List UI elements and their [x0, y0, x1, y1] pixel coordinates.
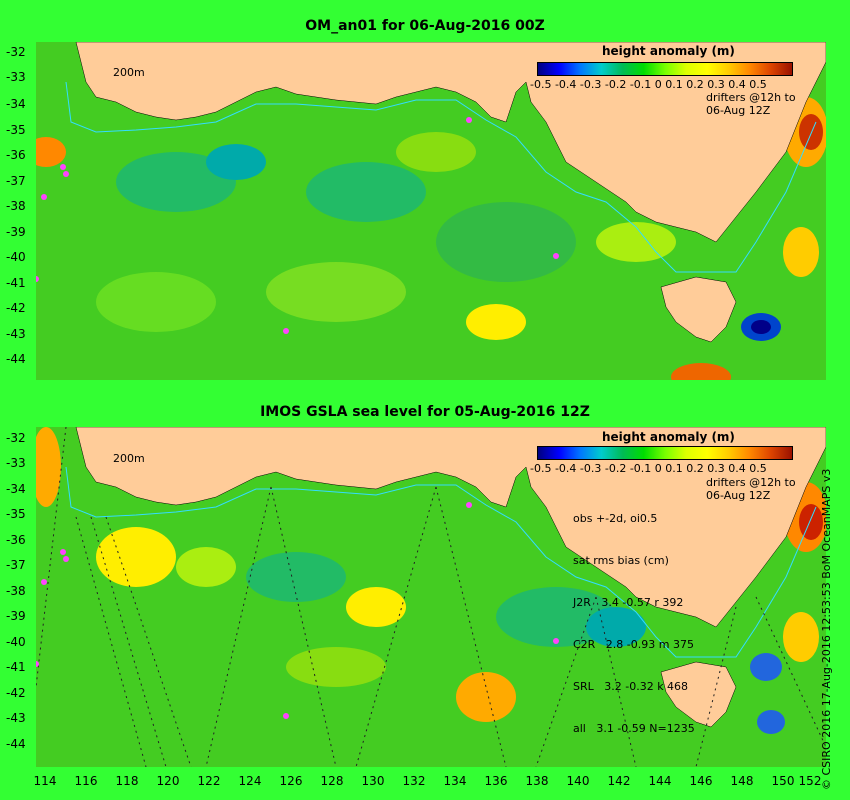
stats-line: all 3.1 -0.59 N=1235: [573, 722, 695, 735]
x-tick: 146: [689, 774, 713, 788]
bottom-map[interactable]: [36, 427, 826, 767]
x-tick: 132: [402, 774, 426, 788]
stats-line: J2R 3.4 -0.57 r 392: [573, 596, 684, 609]
y-tick: -43: [6, 711, 26, 725]
y-tick: -36: [6, 533, 26, 547]
stats-line: obs +-2d, oi0.5: [573, 512, 658, 525]
x-tick: 150: [771, 774, 795, 788]
x-tick: 118: [115, 774, 139, 788]
y-tick: -39: [6, 609, 26, 623]
top-legend-title: height anomaly (m): [602, 44, 735, 58]
bottom-land: [75, 427, 826, 728]
y-tick: -41: [6, 276, 26, 290]
x-tick: 138: [525, 774, 549, 788]
y-tick: -41: [6, 660, 26, 674]
top-land: [75, 42, 826, 343]
bottom-anomaly-field: [36, 427, 826, 734]
x-tick: 148: [730, 774, 754, 788]
y-tick: -40: [6, 635, 26, 649]
bottom-drifter-markers: [36, 502, 559, 719]
top-drifter-markers: [36, 117, 559, 334]
stats-panel: obs +-2d, oi0.5 sat rms bias (cm) J2R 3.…: [573, 484, 695, 750]
bottom-drifters-time: 06-Aug 12Z: [706, 489, 771, 502]
top-colorbar: [537, 62, 793, 76]
bottom-drifters-label: drifters @12h to: [706, 476, 796, 489]
x-tick: 114: [33, 774, 57, 788]
x-tick: 134: [443, 774, 467, 788]
top-drifters-label: drifters @12h to: [706, 91, 796, 104]
x-tick: 126: [279, 774, 303, 788]
stats-line: SRL 3.2 -0.32 k 468: [573, 680, 689, 693]
y-tick: -42: [6, 301, 26, 315]
bottom-legend-title: height anomaly (m): [602, 430, 735, 444]
top-contour-label: 200m: [113, 66, 145, 79]
y-tick: -37: [6, 174, 26, 188]
x-tick: 152: [798, 774, 822, 788]
bottom-map-title: IMOS GSLA sea level for 05-Aug-2016 12Z: [260, 404, 590, 420]
y-tick: -43: [6, 327, 26, 341]
y-tick: -38: [6, 584, 26, 598]
y-tick: -35: [6, 123, 26, 137]
x-tick: 122: [197, 774, 221, 788]
y-tick: -39: [6, 225, 26, 239]
y-tick: -36: [6, 148, 26, 162]
x-tick: 144: [648, 774, 672, 788]
bottom-200m-contour: [65, 466, 817, 658]
top-colorbar-ticks: -0.5 -0.4 -0.3 -0.2 -0.1 0 0.1 0.2 0.3 0…: [530, 78, 767, 91]
top-200m-contour: [65, 81, 817, 273]
y-tick: -32: [6, 431, 26, 445]
credit-text: © CSIRO 2016 17-Aug-2016 12:53:53 BoM Oc…: [820, 468, 833, 790]
bottom-map-canvas: [36, 427, 826, 767]
stats-line: sat rms bias (cm): [573, 554, 669, 567]
x-tick: 120: [156, 774, 180, 788]
y-tick: -37: [6, 558, 26, 572]
x-tick: 136: [484, 774, 508, 788]
y-tick: -40: [6, 250, 26, 264]
top-map-canvas: [36, 42, 826, 380]
x-tick: 130: [361, 774, 385, 788]
bottom-colorbar: [537, 446, 793, 460]
bottom-contour-label: 200m: [113, 452, 145, 465]
y-tick: -33: [6, 456, 26, 470]
bottom-colorbar-ticks: -0.5 -0.4 -0.3 -0.2 -0.1 0 0.1 0.2 0.3 0…: [530, 462, 767, 475]
x-tick: 142: [607, 774, 631, 788]
y-tick: -35: [6, 507, 26, 521]
y-tick: -32: [6, 45, 26, 59]
top-drifters-time: 06-Aug 12Z: [706, 104, 771, 117]
top-map[interactable]: [36, 42, 826, 380]
y-tick: -34: [6, 482, 26, 496]
y-tick: -42: [6, 686, 26, 700]
top-map-title: OM_an01 for 06-Aug-2016 00Z: [305, 18, 545, 34]
y-tick: -33: [6, 70, 26, 84]
x-tick: 128: [320, 774, 344, 788]
x-tick: 140: [566, 774, 590, 788]
stats-line: C2R 2.8 -0.93 m 375: [573, 638, 694, 651]
y-tick: -38: [6, 199, 26, 213]
satellite-tracks: [36, 427, 826, 767]
y-tick: -44: [6, 352, 26, 366]
x-tick: 124: [238, 774, 262, 788]
y-tick: -34: [6, 97, 26, 111]
y-tick: -44: [6, 737, 26, 751]
top-anomaly-field: [36, 97, 826, 380]
x-tick: 116: [74, 774, 98, 788]
